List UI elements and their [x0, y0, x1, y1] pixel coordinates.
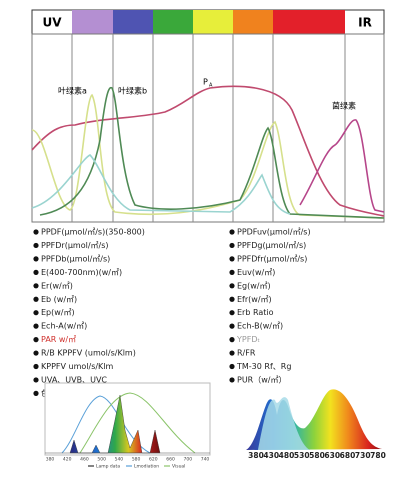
x-tick-label: 380 — [46, 457, 55, 463]
x-tick-label: 420 — [63, 457, 72, 463]
bullet — [33, 337, 39, 343]
bullet — [229, 310, 235, 316]
chl-a-curve — [31, 93, 385, 219]
bullet — [33, 377, 39, 383]
absorption-chart — [31, 33, 385, 223]
legend-label: Lmodiation — [134, 464, 159, 470]
bullet — [229, 337, 235, 343]
parameter-lists: PPDF(μmol/㎡/s)(350-800) PPFDr(μmol/㎡/s) PP… — [33, 228, 311, 398]
x-tick-label: 460 — [80, 457, 89, 463]
parameter: YPFDₜ — [236, 335, 260, 344]
x-tick-label: 620 — [149, 457, 158, 463]
bullet — [229, 256, 235, 262]
bullet — [229, 242, 235, 249]
parameter: PUR（w/㎡） — [237, 375, 286, 384]
chl-b-curve — [39, 86, 385, 219]
x-tick-label: 660 — [166, 457, 175, 463]
bullet — [33, 310, 39, 316]
bullet — [33, 283, 39, 289]
bchl-curve — [299, 119, 385, 213]
x-tick-label: 730 — [355, 451, 371, 460]
x-tick-label: 540 — [115, 457, 124, 463]
x-tick-label: 530 — [294, 451, 310, 460]
aux-curve — [31, 154, 291, 215]
bullet — [229, 377, 235, 383]
bullet — [229, 363, 235, 370]
bullet — [229, 229, 235, 235]
parameter: Efr(w/㎡) — [237, 295, 272, 304]
parameter: PPFDb(μmol/㎡/s) — [41, 254, 110, 263]
small-chart: 380 420 460 500 540 580 620 660 700 740 Lamp data… — [44, 382, 211, 470]
parameter: PPDFuv(μmol/㎡/s) — [237, 228, 311, 237]
legend-label: Visual — [172, 464, 185, 470]
chl-b-label: 叶绿素b — [118, 86, 147, 96]
parameter: PAR w/㎡ — [41, 335, 76, 344]
parameter: Ep(w/㎡) — [41, 308, 75, 317]
parameter: E(400-700nm)(w/㎡) — [41, 268, 122, 277]
parameter: Er(w/㎡) — [41, 281, 73, 290]
legend-label: Lamp data — [96, 464, 120, 470]
pa-curve — [31, 85, 385, 217]
parameter: Ech-B(w/㎡) — [237, 322, 283, 331]
parameter: UVA、UVB、UVC — [41, 375, 107, 384]
x-tick-label: 580 — [309, 451, 325, 460]
bullet — [33, 363, 39, 370]
curves — [31, 85, 385, 219]
parameter: R/B KPPFV (umol/s/Klm) — [41, 349, 136, 358]
bullet — [229, 323, 235, 329]
ir-label: IR — [358, 16, 372, 30]
parameter: PPFDr(μmol/㎡/s) — [41, 241, 109, 250]
bullet — [33, 350, 39, 356]
pa-subscript: A — [209, 83, 213, 89]
bullet — [33, 242, 39, 249]
parameter: PPDF(μmol/㎡/s)(350-800) — [41, 228, 145, 237]
spectrum-chart — [246, 389, 382, 450]
parameter: Euv(w/㎡) — [237, 268, 275, 277]
chl-a-label: 叶绿素a — [58, 86, 87, 96]
pa-label: P — [203, 78, 208, 87]
bullet — [33, 296, 39, 302]
parameter: PPFDfr(μmol/㎡/s) — [237, 254, 307, 263]
bullet — [229, 269, 235, 275]
uv-label: UV — [42, 16, 62, 30]
x-tick-label: 480 — [279, 451, 295, 460]
x-tick-label: 630 — [324, 451, 340, 460]
bullet — [229, 350, 235, 356]
parameter: PPFDg(μmol/㎡/s) — [237, 241, 306, 250]
bullet — [33, 269, 39, 275]
bullet — [33, 390, 39, 396]
x-tick-label: 740 — [201, 457, 210, 463]
parameter: Erb Ratio — [237, 308, 274, 317]
parameter: Ech-A(w/㎡) — [41, 322, 87, 331]
x-tick-label: 430 — [263, 451, 279, 460]
x-tick-label: 500 — [97, 457, 106, 463]
parameter: TM-30 Rf、Rg — [236, 362, 291, 371]
x-tick-label: 380 — [248, 451, 264, 460]
bullet — [229, 283, 235, 289]
spectrum-band: UV IR — [31, 9, 385, 35]
bullet — [229, 296, 235, 302]
x-tick-label: 680 — [340, 451, 356, 460]
bullet — [33, 256, 39, 262]
x-tick-label: 780 — [370, 451, 386, 460]
bullet — [33, 323, 39, 329]
bullet — [33, 229, 39, 235]
bchl-label: 菌绿素 — [332, 101, 356, 111]
parameter: R/FR — [237, 349, 256, 358]
x-tick-label: 700 — [183, 457, 192, 463]
x-tick-label: 580 — [132, 457, 141, 463]
parameter: Eb (w/㎡) — [41, 295, 77, 304]
parameter: KPPFV umol/s/Klm — [41, 362, 114, 371]
parameter: Eg(w/㎡) — [237, 281, 271, 290]
